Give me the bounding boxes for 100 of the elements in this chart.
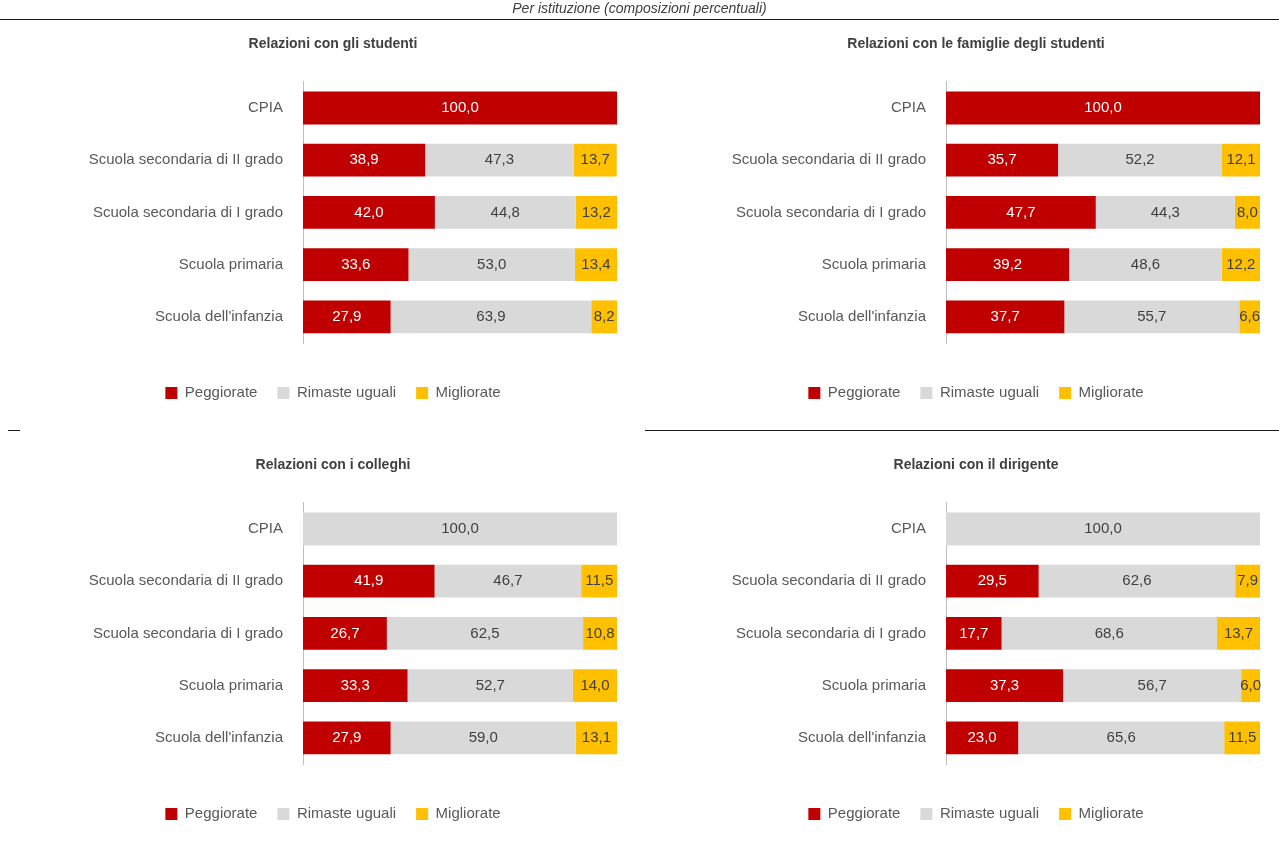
y-tick-label: CPIA	[890, 519, 926, 537]
chart-title: Relazioni con il dirigente	[893, 456, 1059, 473]
bar	[946, 616, 1002, 650]
bar	[303, 248, 409, 282]
data-label: 11,5	[585, 571, 614, 589]
data-label: 11,5	[1228, 728, 1257, 746]
legend-label: Migliorate	[435, 804, 501, 822]
bar	[1216, 616, 1260, 650]
y-tick-label: Scuola secondaria di I grado	[92, 202, 283, 220]
bar	[1063, 669, 1242, 703]
bar	[573, 669, 617, 703]
legend-label: Peggiorate	[184, 804, 258, 822]
data-label: 62,6	[1122, 571, 1152, 589]
y-tick-label: CPIA	[247, 98, 283, 116]
data-label: 52,7	[475, 675, 505, 693]
bar	[581, 564, 617, 598]
bar	[946, 512, 1260, 546]
y-tick-label: Scuola secondaria di II grado	[88, 150, 283, 168]
y-tick-label: Scuola dell'infanzia	[798, 307, 927, 325]
bar	[1095, 195, 1235, 229]
data-label: 37,7	[990, 307, 1020, 325]
data-label: 44,3	[1150, 202, 1180, 220]
y-tick-label: Scuola secondaria di II grado	[731, 150, 926, 168]
bar	[434, 564, 582, 598]
y-tick-label: Scuola secondaria di I grado	[735, 623, 926, 641]
bar	[946, 721, 1019, 755]
bar	[303, 91, 617, 125]
bar	[303, 195, 435, 229]
y-tick-label: Scuola primaria	[821, 254, 927, 272]
data-label: 14,0	[580, 675, 610, 693]
data-label: 17,7	[959, 623, 989, 641]
y-tick-label: Scuola dell'infanzia	[798, 728, 927, 746]
data-label: 65,6	[1106, 728, 1136, 746]
bar	[303, 564, 435, 598]
data-label: 47,3	[484, 150, 515, 168]
data-label: 27,9	[332, 307, 362, 325]
bar	[303, 143, 426, 177]
chart-title: Relazioni con le famiglie degli studenti	[847, 35, 1105, 52]
data-label: 48,6	[1130, 254, 1160, 272]
bar	[1058, 143, 1223, 177]
y-tick-label: CPIA	[890, 98, 926, 116]
data-label: 47,7	[1006, 202, 1036, 220]
data-label: 37,3	[989, 675, 1020, 693]
bar	[573, 143, 617, 177]
bar	[1018, 721, 1225, 755]
legend-label: Peggiorate	[827, 383, 901, 401]
y-tick-label: Scuola primaria	[178, 254, 284, 272]
bar	[1064, 300, 1240, 334]
bar	[1222, 143, 1260, 177]
data-label: 6,6	[1239, 307, 1261, 325]
bar	[946, 564, 1039, 598]
legend-label: Peggiorate	[827, 804, 901, 822]
data-label: 38,9	[349, 150, 379, 168]
data-label: 35,7	[987, 150, 1017, 168]
bar	[408, 248, 575, 282]
data-label: 55,7	[1137, 307, 1167, 325]
bar	[1038, 564, 1236, 598]
bar	[946, 300, 1065, 334]
data-label: 100,0	[1084, 98, 1122, 116]
bar	[946, 669, 1064, 703]
data-label: 41,9	[354, 571, 384, 589]
data-label: 13,2	[581, 202, 611, 220]
data-label: 100,0	[1084, 519, 1122, 537]
data-label: 29,5	[977, 571, 1007, 589]
data-label: 33,6	[341, 254, 371, 272]
bar	[303, 669, 408, 703]
data-label: 27,9	[332, 728, 362, 746]
y-tick-label: Scuola secondaria di I grado	[735, 202, 926, 220]
data-label: 33,3	[340, 675, 370, 693]
data-label: 100,0	[441, 98, 479, 116]
legend-label: Rimaste uguali	[939, 804, 1040, 822]
bar	[386, 616, 584, 650]
y-tick-label: Scuola primaria	[821, 675, 927, 693]
legend-label: Peggiorate	[184, 383, 258, 401]
legend-label: Rimaste uguali	[939, 383, 1040, 401]
legend-label: Rimaste uguali	[296, 383, 397, 401]
data-label: 56,7	[1137, 675, 1167, 693]
bar	[574, 248, 617, 282]
data-label: 10,8	[585, 623, 615, 641]
data-label: 13,1	[581, 728, 612, 746]
data-label: 68,6	[1094, 623, 1124, 641]
y-tick-label: CPIA	[247, 519, 283, 537]
data-label: 62,5	[470, 623, 500, 641]
bar	[425, 143, 574, 177]
bar	[1069, 248, 1222, 282]
data-label: 8,2	[593, 307, 615, 325]
legend-label: Migliorate	[1078, 804, 1144, 822]
y-tick-label: Scuola secondaria di II grado	[88, 571, 283, 589]
bar	[303, 721, 391, 755]
bar	[303, 300, 391, 334]
chart-subtitle: Per istituzione (composizioni percentuali)	[511, 0, 768, 16]
legend-label: Migliorate	[1078, 383, 1144, 401]
data-label: 13,7	[580, 150, 610, 168]
bar	[434, 195, 576, 229]
bar	[303, 512, 617, 546]
legend-label: Migliorate	[435, 383, 501, 401]
bar	[946, 248, 1070, 282]
data-label: 53,0	[477, 254, 507, 272]
data-label: 13,7	[1223, 623, 1254, 641]
y-tick-label: Scuola secondaria di II grado	[731, 571, 926, 589]
